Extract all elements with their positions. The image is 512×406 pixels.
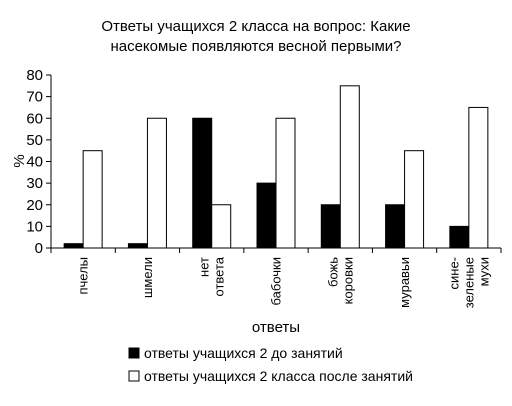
bar-after [468, 106, 489, 249]
x-tick-label: сине-зеленыемухи [446, 257, 491, 308]
bar-after [82, 150, 103, 249]
title-line: насекомые появляются весной первыми? [110, 38, 401, 55]
bar-after [275, 117, 296, 249]
x-tick-label-line: ответа [212, 256, 227, 296]
bar-before [320, 204, 341, 249]
y-tick-label: 80 [26, 67, 43, 84]
x-tick-label-line: нет [197, 257, 212, 277]
x-tick-label-line: пчелы [76, 257, 91, 295]
x-tick-label-line: муравьи [397, 257, 412, 308]
bar-before [385, 204, 406, 249]
y-axis: 0 10 20 30 40 50 60 70 80 [26, 67, 51, 257]
x-tick-label: шмели [140, 257, 155, 298]
x-tick-label: нетответа [197, 256, 227, 296]
x-tick-label: пчелы [76, 257, 91, 295]
bar-before [192, 117, 213, 249]
y-tick-label: 30 [26, 175, 43, 192]
y-tick-label: 50 [26, 132, 43, 149]
x-tick-label-line: коровки [340, 257, 355, 304]
y-tick-label: 10 [26, 218, 43, 235]
legend-swatch [128, 370, 140, 382]
x-tick-label: муравьи [397, 257, 412, 308]
bar-before [63, 243, 84, 249]
y-tick-label: 60 [26, 110, 43, 127]
bar-after [339, 85, 360, 249]
x-axis-label: ответы [252, 319, 300, 336]
bars [63, 85, 489, 249]
bar-after [404, 150, 425, 249]
title-line: Ответы учащихся 2 класса на вопрос: Каки… [101, 18, 410, 35]
axes [50, 75, 501, 249]
x-axis: пчелы шмели нетответа бабочки божькоровки мур… [50, 248, 502, 308]
legend-label: ответы учащихся 2 класса после занятий [144, 368, 413, 384]
bar-before [449, 225, 470, 249]
bar-before [256, 182, 277, 249]
y-tick-label: 40 [26, 154, 43, 171]
y-tick-label: 70 [26, 89, 43, 106]
bar-after [211, 204, 232, 249]
x-tick-label-line: мухи [476, 257, 491, 286]
x-tick-label-line: божь [325, 257, 340, 287]
x-tick-label-line: бабочки [269, 257, 284, 306]
x-tick-label: божькоровки [325, 257, 355, 305]
x-tick-label: бабочки [269, 257, 284, 306]
x-tick-label-line: сине- [446, 257, 461, 290]
legend-label: ответы учащихся 2 до занятий [144, 345, 343, 361]
x-tick-label-line: зеленые [461, 257, 476, 308]
x-tick-label-line: шмели [140, 257, 155, 298]
legend: ответы учащихся 2 до занятий ответы учащи… [128, 345, 413, 384]
bar-after [146, 117, 167, 249]
chart-title: Ответы учащихся 2 класса на вопрос: Каки… [101, 18, 410, 55]
legend-swatch [128, 347, 140, 359]
bar-before [127, 243, 148, 249]
y-tick-label: 20 [26, 197, 43, 214]
y-tick-label: 0 [35, 240, 43, 257]
y-axis-label: % [11, 154, 28, 167]
